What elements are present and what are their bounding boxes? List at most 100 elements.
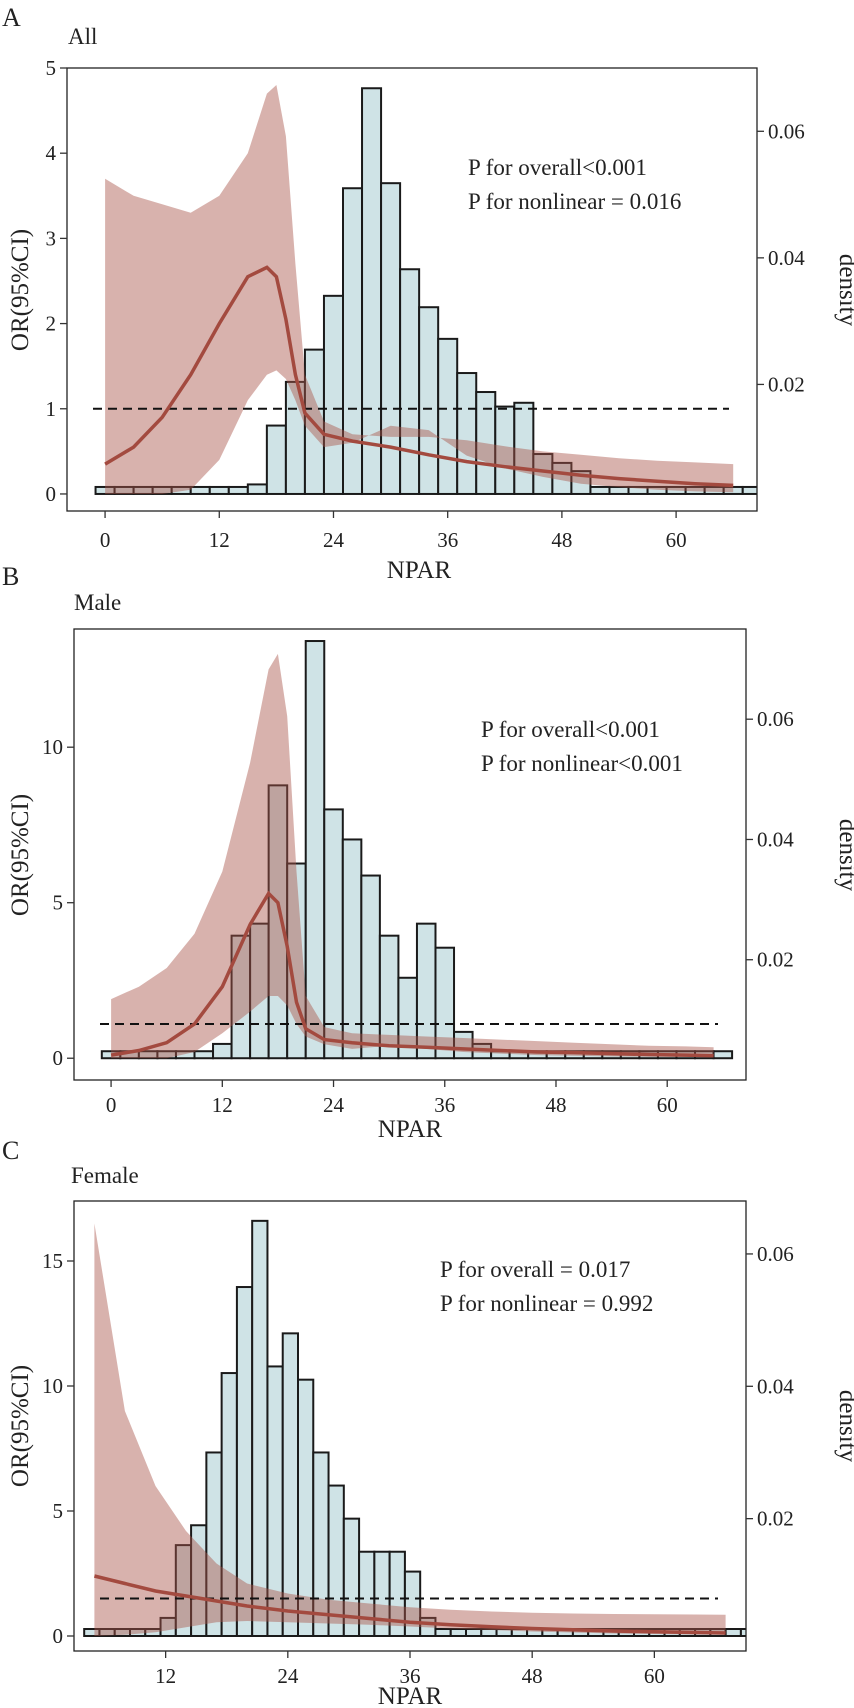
ci-band: [111, 653, 714, 1059]
plot-frame: [66, 67, 758, 512]
or-curve: [93, 1574, 726, 1635]
x-axis-label: NPAR: [378, 1683, 443, 1708]
histogram-bar: [403, 1570, 422, 1638]
histogram-bar: [449, 1628, 467, 1637]
histogram-bar: [724, 1628, 742, 1637]
x-tick-label: 12: [209, 528, 230, 552]
x-axis-label: NPAR: [378, 1116, 443, 1143]
panel-letter: A: [2, 3, 21, 32]
histogram-bar: [227, 485, 249, 495]
histogram-bar: [762, 487, 781, 494]
or-curve: [110, 890, 714, 1058]
histogram-bar: [246, 483, 268, 495]
histogram-bar: [251, 1219, 269, 1637]
p-value-annotation: P for overall = 0.017: [440, 1257, 630, 1282]
histogram-bar: [465, 1628, 483, 1637]
histogram-bar: [838, 487, 854, 494]
x-axis-label: NPAR: [387, 557, 452, 584]
plot-area: [93, 85, 854, 495]
x-tick-label: 48: [522, 1664, 543, 1688]
panel-letter: B: [2, 562, 19, 591]
y2-tick-label: 0.04: [768, 246, 805, 270]
y2-tick-label: 0.02: [757, 1507, 794, 1531]
y-tick-label: 0: [53, 1624, 64, 1648]
y2-tick-label: 0.06: [757, 1242, 794, 1266]
x-tick-label: 36: [434, 1093, 455, 1117]
histogram-bar: [712, 1050, 734, 1060]
y-tick-label: 5: [53, 891, 64, 915]
y-tick-label: 15: [42, 1249, 63, 1273]
plot-area: [100, 640, 734, 1060]
plot-frame: [73, 628, 747, 1081]
x-tick-label: 36: [400, 1664, 421, 1688]
histogram-bar: [589, 485, 611, 495]
histogram-bar: [437, 337, 459, 495]
histogram-bar: [513, 401, 535, 495]
histogram-bar: [265, 424, 287, 495]
y-axis-label: OR(95%CI): [7, 1365, 34, 1487]
histogram-bar: [323, 808, 344, 1060]
histogram-bar: [189, 485, 211, 495]
y-tick-label: 1: [46, 397, 57, 421]
y2-tick-label: 0.04: [757, 1374, 794, 1398]
x-tick-label: 24: [323, 1093, 345, 1117]
y-tick-label: 4: [46, 141, 57, 165]
y2-tick-label: 0.02: [768, 372, 805, 396]
histogram-bar: [418, 306, 440, 495]
histogram-bar: [399, 268, 421, 495]
y2-axis-label: density: [834, 254, 854, 327]
panel-subtitle: Female: [71, 1163, 139, 1188]
plot-area: [83, 1219, 771, 1638]
histogram-bar: [781, 487, 800, 494]
ci-band: [94, 1223, 726, 1636]
p-value-annotation: P for nonlinear<0.001: [481, 751, 683, 776]
histogram-bar: [756, 1629, 771, 1636]
x-tick-label: 24: [277, 1664, 299, 1688]
histogram-bar: [193, 1050, 215, 1060]
y-tick-label: 10: [42, 1374, 63, 1398]
p-value-annotation: P for overall<0.001: [481, 717, 660, 742]
y2-tick-label: 0.06: [768, 119, 805, 143]
x-tick-label: 60: [644, 1664, 665, 1688]
histogram-bar: [360, 874, 381, 1060]
x-tick-label: 12: [155, 1664, 176, 1688]
histogram-bar: [342, 187, 364, 495]
y-tick-label: 3: [46, 226, 57, 250]
x-tick-label: 48: [551, 528, 572, 552]
histogram-bar: [741, 485, 757, 495]
p-value-annotation: P for nonlinear = 0.016: [468, 189, 681, 214]
p-value-annotation: P for overall<0.001: [468, 155, 647, 180]
panel-letter: C: [2, 1136, 19, 1165]
histogram-bar: [212, 1042, 233, 1060]
x-tick-label: 48: [545, 1093, 566, 1117]
histogram-bar: [608, 485, 630, 495]
y2-axis-label: density: [834, 1390, 854, 1463]
x-tick-label: 24: [323, 528, 345, 552]
x-tick-label: 0: [106, 1093, 117, 1117]
y2-tick-label: 0.02: [757, 948, 794, 972]
histogram-bar: [281, 1332, 299, 1637]
y2-tick-label: 0.06: [757, 707, 794, 731]
histogram-bar: [434, 946, 456, 1060]
panel-subtitle: Male: [74, 590, 121, 615]
y-tick-label: 0: [53, 1046, 64, 1070]
y-tick-label: 5: [53, 1499, 64, 1523]
histogram-bar: [322, 294, 344, 495]
histogram-bar: [434, 1628, 452, 1637]
histogram-bar: [819, 487, 838, 494]
x-tick-label: 60: [666, 528, 687, 552]
histogram-bar: [208, 485, 230, 495]
panel-b: 0 12 24 36 48 60 0 5 10 0.02 0.04 0.06 B Male P for ov…: [2, 562, 854, 1143]
y2-axis-label: density: [834, 819, 854, 892]
histogram-bar: [304, 640, 326, 1060]
panel-subtitle: All: [68, 24, 97, 49]
y-axis-label: OR(95%CI): [7, 794, 34, 916]
x-tick-label: 0: [100, 528, 111, 552]
histogram-bar: [739, 1628, 746, 1637]
p-value-annotation: P for nonlinear = 0.992: [440, 1291, 653, 1316]
or-curve: [104, 265, 734, 488]
y-axis-label: OR(95%CI): [7, 229, 34, 351]
y-tick-label: 10: [42, 735, 63, 759]
